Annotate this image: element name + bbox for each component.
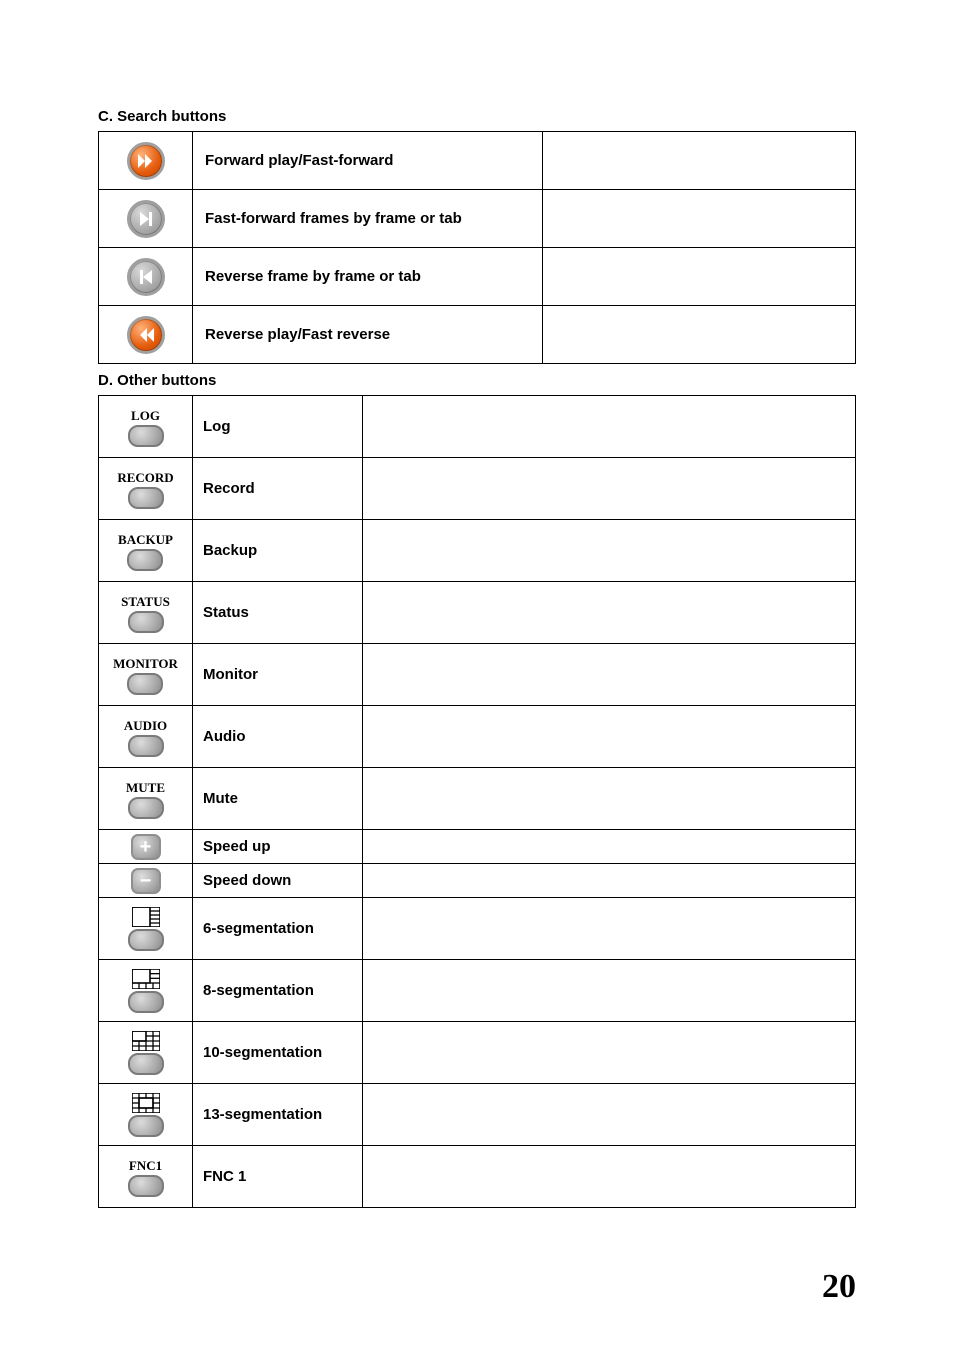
- seg8-icon: [132, 969, 160, 989]
- row-label: Backup: [193, 520, 363, 582]
- empty-cell: [543, 248, 856, 306]
- seg6-button: [128, 907, 164, 951]
- mute-button: MUTE: [126, 780, 165, 819]
- empty-cell: [363, 960, 856, 1022]
- button-caption: RECORD: [117, 470, 173, 486]
- button-caption: FNC1: [129, 1158, 162, 1174]
- button-caption: AUDIO: [124, 718, 167, 734]
- row-label: Log: [193, 396, 363, 458]
- other-buttons-table: LOG Log RECORD Record BACKUP Backup: [98, 395, 856, 1208]
- row-label: Forward play/Fast-forward: [193, 132, 543, 190]
- empty-cell: [363, 1084, 856, 1146]
- seg13-icon: [132, 1093, 160, 1113]
- next-frame-icon: [127, 200, 165, 238]
- seg8-button: [128, 969, 164, 1013]
- row-label: Status: [193, 582, 363, 644]
- empty-cell: [543, 132, 856, 190]
- button-caption: LOG: [131, 408, 160, 424]
- pill-icon: [127, 549, 163, 571]
- minus-icon: −: [131, 868, 161, 894]
- fnc1-button: FNC1: [128, 1158, 164, 1197]
- row-label: Mute: [193, 768, 363, 830]
- log-button: LOG: [128, 408, 164, 447]
- pill-icon: [128, 611, 164, 633]
- prev-frame-icon: [127, 258, 165, 296]
- empty-cell: [363, 520, 856, 582]
- row-label: Reverse frame by frame or tab: [193, 248, 543, 306]
- empty-cell: [543, 190, 856, 248]
- empty-cell: [363, 582, 856, 644]
- button-caption: MUTE: [126, 780, 165, 796]
- pill-icon: [128, 991, 164, 1013]
- page-number: 20: [98, 1268, 856, 1306]
- empty-cell: [363, 864, 856, 898]
- pill-icon: [128, 1115, 164, 1137]
- monitor-button: MONITOR: [113, 656, 178, 695]
- empty-cell: [543, 306, 856, 364]
- status-button: STATUS: [121, 594, 170, 633]
- empty-cell: [363, 768, 856, 830]
- empty-cell: [363, 706, 856, 768]
- empty-cell: [363, 830, 856, 864]
- empty-cell: [363, 1146, 856, 1208]
- row-label: FNC 1: [193, 1146, 363, 1208]
- pill-icon: [128, 929, 164, 951]
- empty-cell: [363, 396, 856, 458]
- row-label: Fast-forward frames by frame or tab: [193, 190, 543, 248]
- pill-icon: [128, 487, 164, 509]
- pill-icon: [128, 797, 164, 819]
- audio-button: AUDIO: [124, 718, 167, 757]
- section-c-heading: C. Search buttons: [98, 108, 856, 125]
- empty-cell: [363, 458, 856, 520]
- pill-icon: [128, 425, 164, 447]
- button-caption: STATUS: [121, 594, 170, 610]
- pill-icon: [128, 1053, 164, 1075]
- backup-button: BACKUP: [118, 532, 173, 571]
- fast-forward-icon: [127, 142, 165, 180]
- row-label: 10-segmentation: [193, 1022, 363, 1084]
- row-label: 8-segmentation: [193, 960, 363, 1022]
- fast-reverse-icon: [127, 316, 165, 354]
- pill-icon: [127, 673, 163, 695]
- record-button: RECORD: [117, 470, 173, 509]
- empty-cell: [363, 898, 856, 960]
- pill-icon: [128, 735, 164, 757]
- button-caption: BACKUP: [118, 532, 173, 548]
- search-buttons-table: Forward play/Fast-forward Fast-forward f…: [98, 131, 856, 364]
- seg13-button: [128, 1093, 164, 1137]
- section-d-heading: D. Other buttons: [98, 372, 856, 389]
- row-label: Audio: [193, 706, 363, 768]
- row-label: Speed up: [193, 830, 363, 864]
- row-label: Record: [193, 458, 363, 520]
- plus-icon: +: [131, 834, 161, 860]
- seg6-icon: [132, 907, 160, 927]
- pill-icon: [128, 1175, 164, 1197]
- empty-cell: [363, 1022, 856, 1084]
- row-label: Monitor: [193, 644, 363, 706]
- row-label: Speed down: [193, 864, 363, 898]
- seg10-button: [128, 1031, 164, 1075]
- row-label: Reverse play/Fast reverse: [193, 306, 543, 364]
- empty-cell: [363, 644, 856, 706]
- row-label: 13-segmentation: [193, 1084, 363, 1146]
- row-label: 6-segmentation: [193, 898, 363, 960]
- seg10-icon: [132, 1031, 160, 1051]
- button-caption: MONITOR: [113, 656, 178, 672]
